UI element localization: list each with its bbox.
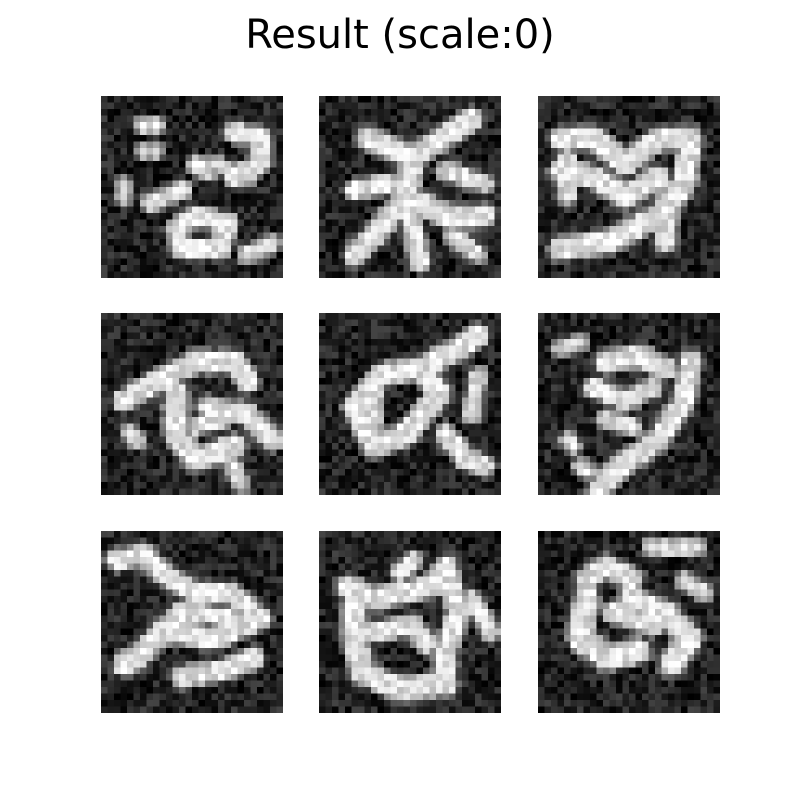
image-tile-9 <box>538 531 720 713</box>
image-tile-2 <box>319 96 501 278</box>
figure-title: Result (scale:0) <box>245 12 555 58</box>
image-tile-1 <box>101 96 283 278</box>
image-tile-7 <box>101 531 283 713</box>
image-tile-6 <box>538 313 720 495</box>
image-tile-3 <box>538 96 720 278</box>
image-tile-5 <box>319 313 501 495</box>
image-tile-4 <box>101 313 283 495</box>
image-tile-8 <box>319 531 501 713</box>
